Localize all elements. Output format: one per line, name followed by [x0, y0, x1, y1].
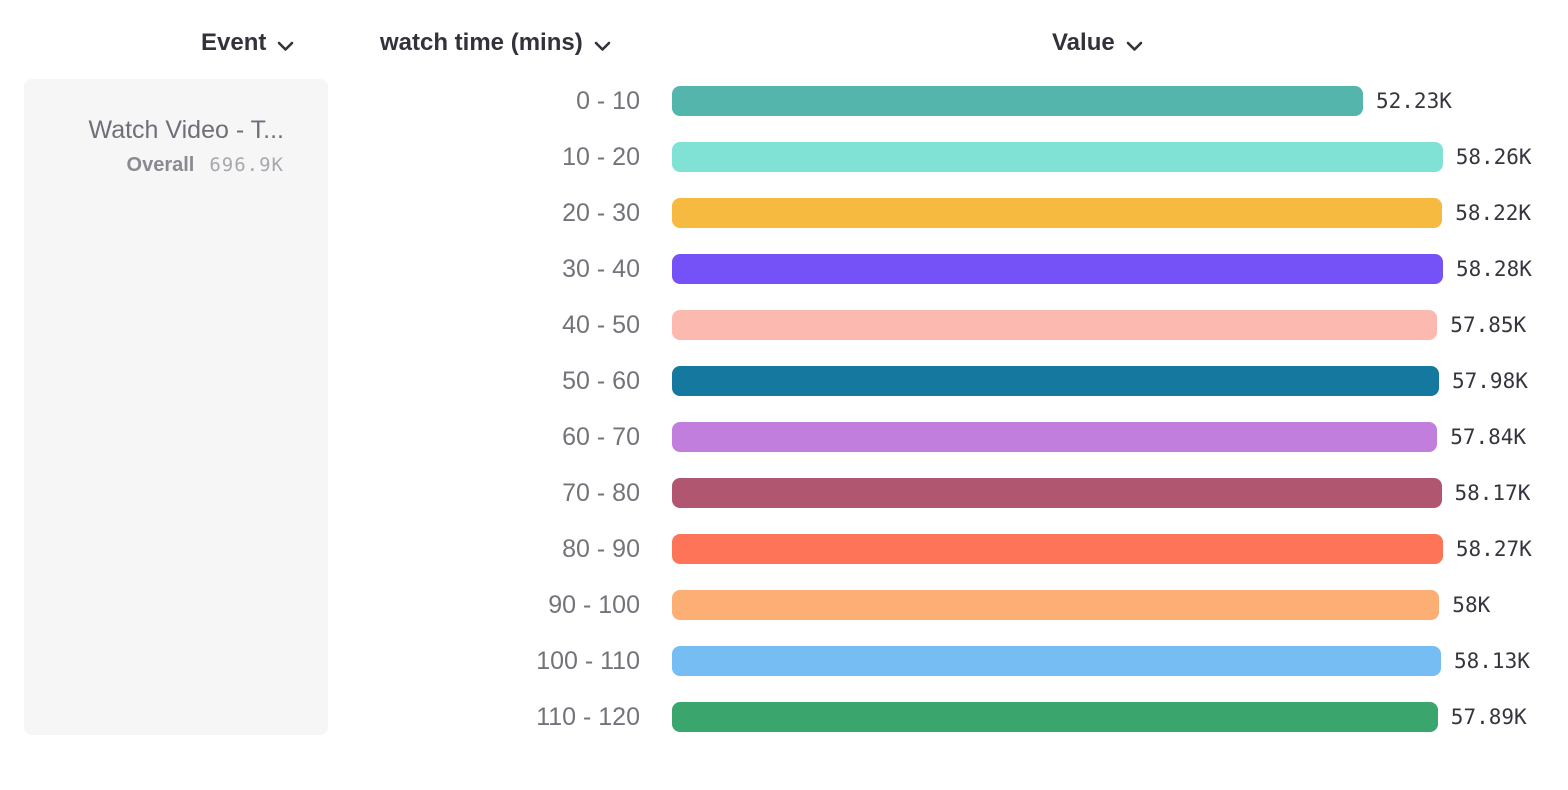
bar-track: 57.89K	[672, 702, 1552, 732]
chevron-down-icon	[277, 31, 294, 59]
chart-row: 90 - 100 58K	[400, 577, 1560, 633]
chart-row: 70 - 80 58.17K	[400, 465, 1560, 521]
value-label: 58.17K	[1454, 481, 1531, 505]
breakdown-column-dropdown[interactable]: watch time (mins)	[380, 28, 611, 58]
event-title: Watch Video - T...	[88, 116, 284, 144]
chart-row: 0 - 10 52.23K	[400, 73, 1560, 129]
value-column-label: Value	[1052, 29, 1115, 56]
event-column-label: Event	[201, 29, 267, 56]
value-column-dropdown[interactable]: Value	[1052, 28, 1143, 58]
category-label: 50 - 60	[562, 366, 640, 395]
breakdown-column-label: watch time (mins)	[380, 29, 583, 56]
chart-row: 50 - 60 57.98K	[400, 353, 1560, 409]
bar-track: 58.13K	[672, 646, 1552, 676]
bar-track: 57.85K	[672, 310, 1552, 340]
bar-segment[interactable]	[672, 198, 1443, 228]
value-label: 58.27K	[1455, 537, 1532, 561]
bar-track: 58K	[672, 590, 1552, 620]
chart-row: 80 - 90 58.27K	[400, 521, 1560, 577]
value-label: 58K	[1452, 593, 1491, 617]
chart-row: 110 - 120 57.89K	[400, 689, 1560, 745]
bar-track: 57.98K	[672, 366, 1552, 396]
bar-segment[interactable]	[672, 590, 1440, 620]
bar-track: 57.84K	[672, 422, 1552, 452]
value-label: 58.28K	[1456, 257, 1532, 281]
bar-segment[interactable]	[672, 422, 1438, 452]
value-label: 57.84K	[1450, 425, 1527, 449]
category-label: 20 - 30	[562, 198, 640, 227]
bar-segment[interactable]	[672, 366, 1439, 396]
bar-segment[interactable]	[672, 254, 1443, 284]
event-overall-row: Overall 696.9K	[44, 154, 284, 177]
bar-track: 58.28K	[672, 254, 1552, 284]
chart-row: 100 - 110 58.13K	[400, 633, 1560, 689]
overall-value: 696.9K	[209, 154, 284, 176]
category-label: 0 - 10	[576, 86, 640, 115]
chart-row: 10 - 20 58.26K	[400, 129, 1560, 185]
category-label: 90 - 100	[548, 590, 640, 619]
chart-row: 60 - 70 57.84K	[400, 409, 1560, 465]
bar-track: 58.27K	[672, 534, 1552, 564]
event-card[interactable]: Watch Video - T... Overall 696.9K	[24, 79, 328, 735]
overall-label: Overall	[126, 154, 195, 176]
bar-track: 58.26K	[672, 142, 1552, 172]
bar-segment[interactable]	[672, 534, 1443, 564]
bar-chart: 0 - 10 52.23K 10 - 20 58.26K 20 - 30 58.22K 30…	[400, 73, 1560, 745]
bar-segment[interactable]	[672, 310, 1438, 340]
value-label: 58.13K	[1454, 649, 1530, 673]
bar-track: 52.23K	[672, 86, 1552, 116]
bar-segment[interactable]	[672, 478, 1442, 508]
category-label: 100 - 110	[536, 646, 640, 675]
bar-segment[interactable]	[672, 646, 1441, 676]
value-label: 58.22K	[1455, 201, 1532, 225]
value-label: 57.98K	[1452, 369, 1528, 393]
category-label: 80 - 90	[562, 534, 640, 563]
bar-segment[interactable]	[672, 86, 1363, 116]
value-label: 57.85K	[1450, 313, 1527, 337]
event-column-dropdown[interactable]: Event	[201, 28, 294, 58]
category-label: 110 - 120	[536, 702, 640, 731]
value-label: 57.89K	[1450, 705, 1527, 729]
category-label: 30 - 40	[562, 254, 640, 283]
value-label: 52.23K	[1376, 89, 1452, 113]
bar-track: 58.17K	[672, 478, 1552, 508]
chart-row: 30 - 40 58.28K	[400, 241, 1560, 297]
chevron-down-icon	[594, 31, 611, 59]
chevron-down-icon	[1126, 31, 1143, 59]
category-label: 60 - 70	[562, 422, 640, 451]
category-label: 40 - 50	[562, 310, 640, 339]
bar-segment[interactable]	[672, 702, 1438, 732]
bar-segment[interactable]	[672, 142, 1443, 172]
value-label: 58.26K	[1455, 145, 1532, 169]
bar-track: 58.22K	[672, 198, 1552, 228]
chart-row: 40 - 50 57.85K	[400, 297, 1560, 353]
category-label: 10 - 20	[562, 142, 640, 171]
category-label: 70 - 80	[562, 478, 640, 507]
chart-row: 20 - 30 58.22K	[400, 185, 1560, 241]
